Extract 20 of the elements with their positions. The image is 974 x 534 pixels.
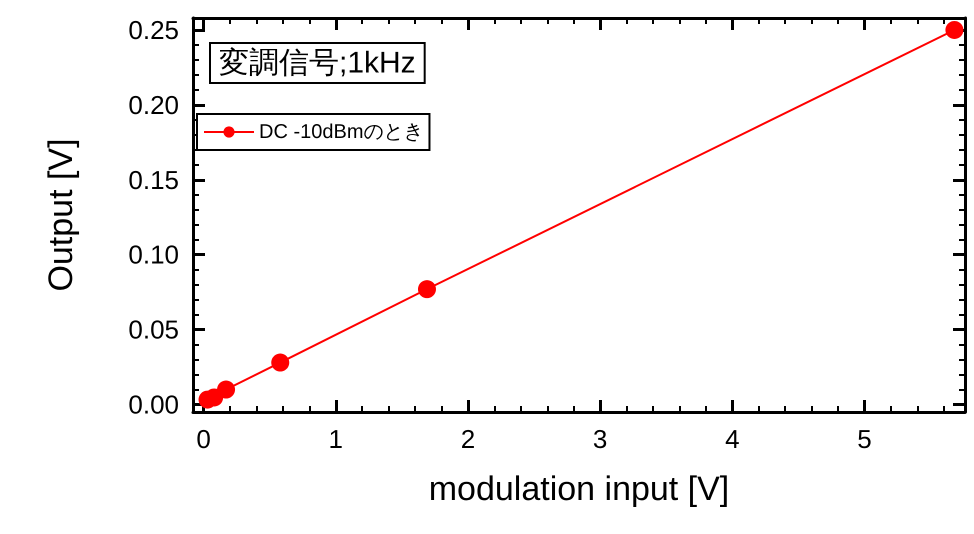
point (217, 380, 236, 399)
y-axis-title: Output [V] (42, 138, 80, 292)
x-tick-label: 2 (460, 424, 476, 454)
x-tick-label: 0 (196, 424, 211, 454)
x-tick-label: 5 (857, 424, 872, 454)
y-tick-label: 0.10 (128, 240, 179, 270)
x-tick-label: 3 (592, 424, 608, 454)
x-tick-label: 4 (725, 424, 740, 454)
point (271, 354, 290, 372)
x-axis-title: modulation input [V] (428, 470, 730, 508)
point (418, 280, 436, 298)
point (945, 20, 964, 39)
y-tick-label: 0.25 (128, 14, 179, 45)
y-tick-label: 0.20 (128, 90, 179, 120)
y-tick-label: 0.00 (128, 390, 179, 420)
x-tick-label: 1 (328, 424, 343, 454)
legend-label: DC -10dBmのとき (259, 121, 424, 143)
y-tick-label: 0.05 (128, 314, 179, 345)
y-tick-label: 0.15 (128, 164, 179, 195)
annotation: 変調信号;1kHz (219, 46, 416, 80)
